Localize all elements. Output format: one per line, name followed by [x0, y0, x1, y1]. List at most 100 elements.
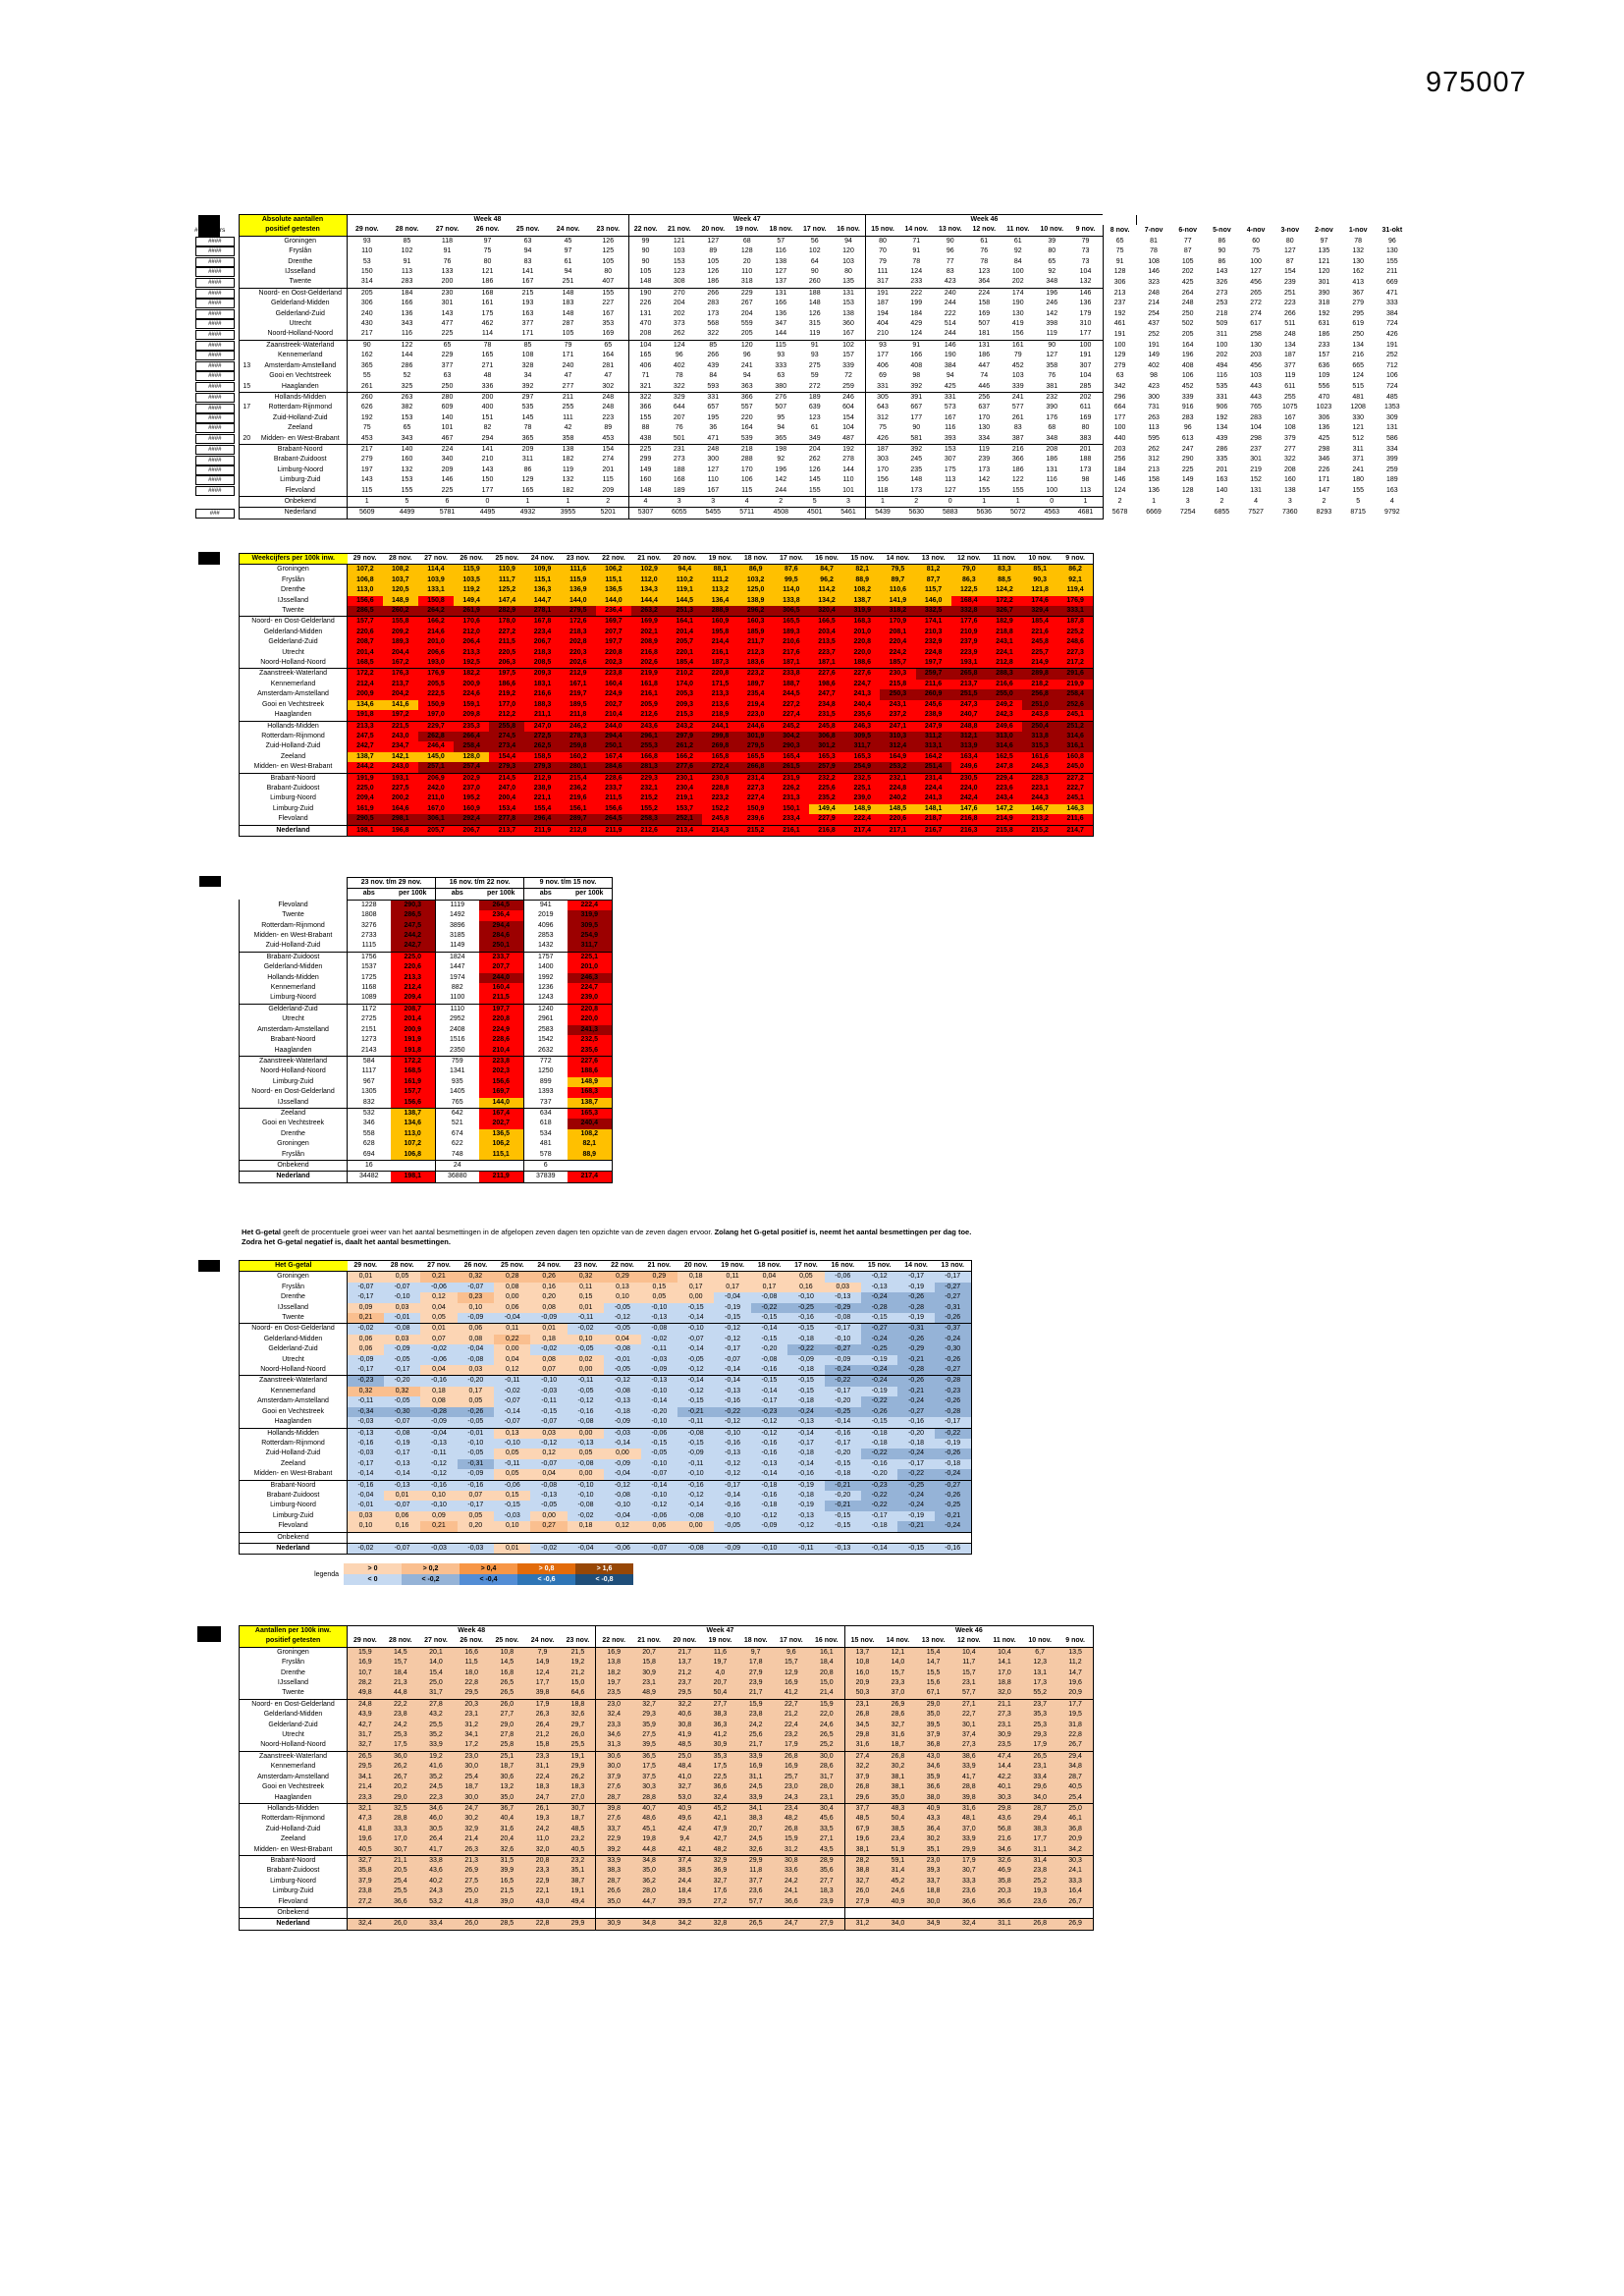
value-cell: 119 [562, 465, 574, 473]
value-cell: 36,6 [915, 1782, 951, 1793]
value-cell: 215,4 [560, 773, 596, 784]
value-cell: 167 [1283, 413, 1296, 421]
value-cell: -0,12 [640, 1501, 678, 1511]
value-cell: 118 [441, 237, 454, 245]
value-cell: -0,16 [420, 1480, 458, 1491]
value-cell: 63 [443, 372, 452, 380]
value-cell: 514 [944, 320, 956, 328]
value-cell: 169 [978, 309, 991, 317]
value-cell: 257,9 [808, 762, 845, 774]
value-cell: 165,5 [773, 616, 809, 628]
value-cell: 243,2 [667, 721, 703, 732]
region-label: Rotterdam-Rijnmond [239, 1438, 348, 1449]
value-cell: 487 [832, 433, 866, 445]
value-cell: 160,2 [560, 751, 596, 763]
region-label: Drenthe [239, 1128, 348, 1140]
value-cell: 81 [1150, 237, 1158, 245]
value-cell: 36,6 [702, 1782, 738, 1793]
value-cell: -0,14 [714, 1365, 751, 1377]
value-cell: 43,5 [808, 1844, 845, 1856]
value-cell: 245,6 [915, 699, 951, 711]
value-cell: 244,2 [347, 762, 383, 774]
value-cell: 202,8 [560, 637, 596, 648]
value-cell: 103,5 [454, 574, 490, 586]
per-100k-value-cell: 188,6 [567, 1066, 613, 1077]
table-row: Gelderland-Midden 0,06 0,03 0,07 0,08 0,22 0,1… [239, 1334, 972, 1345]
value-cell: 45 [564, 237, 572, 245]
value-cell: 80 [844, 268, 852, 276]
value-cell: -0,17 [347, 1458, 384, 1470]
value-cell: 213 [1113, 289, 1126, 297]
value-cell: -0,15 [860, 1313, 898, 1325]
value-cell: 25,0 [417, 1678, 455, 1689]
abs-value-cell: 1228 [360, 901, 377, 908]
value-cell: 205,3 [667, 689, 703, 700]
value-cell: 207 [673, 413, 685, 421]
value-cell: 38,3 [1022, 1824, 1058, 1835]
value-cell: 26,8 [1022, 1918, 1058, 1931]
value-cell: -0,24 [860, 1292, 898, 1303]
value-cell: 39,5 [631, 1740, 668, 1752]
value-cell: 221,6 [1022, 627, 1058, 638]
value-cell: -0,15 [824, 1510, 861, 1522]
abs-value-cell: 899 [539, 1077, 552, 1085]
value-cell: 89,7 [880, 574, 916, 586]
value-cell: 80 [1048, 247, 1056, 255]
value-cell: 220,8 [595, 647, 631, 659]
value-cell: 346 [1318, 456, 1330, 464]
value-cell: 17,0 [986, 1667, 1023, 1679]
value-cell: 0,20 [530, 1292, 568, 1303]
region-label: Twente [239, 606, 348, 618]
value-cell: 114 [467, 329, 508, 341]
table-row: Kennemerland 0,32 0,32 0,18 0,17 -0,02 -0,03 -0… [239, 1386, 972, 1397]
region-label: Fryslân [289, 247, 312, 255]
table-row: #### Zeeland 75 65 101 82 78 42 89 88 76 36 164 94 61 1… [193, 423, 1409, 434]
value-cell: 31,6 [843, 1740, 881, 1752]
value-cell: 25,3 [382, 1730, 418, 1741]
value-cell: 80 [865, 236, 899, 247]
value-cell: 104 [1250, 424, 1262, 432]
region-number: 20 [238, 433, 254, 445]
table-row: Gelderland-Zuid 208,7 189,3 201,0 206,4 211,5… [239, 637, 1094, 648]
value-cell: 42,7 [702, 1834, 738, 1845]
value-cell: 26,7 [1057, 1740, 1094, 1752]
value-cell: 80 [1068, 423, 1104, 434]
value-cell: 23,5 [595, 1688, 631, 1700]
value-cell: 23,0 [773, 1782, 809, 1793]
value-cell: -0,15 [640, 1438, 678, 1449]
value-cell: 10,7 [346, 1667, 383, 1679]
value-cell: 148 [562, 289, 574, 297]
value-cell: 27,3 [986, 1710, 1023, 1721]
value-cell: 144 [842, 465, 854, 473]
value-cell: 215,3 [667, 710, 703, 722]
value-cell: 367 [1352, 289, 1364, 297]
table-row: Limburg-Zuid 161,9 164,6 167,0 160,9 153,4 155… [239, 803, 1094, 815]
value-cell: 611 [1284, 382, 1296, 390]
region-label: Zuid-Holland-Zuid [272, 413, 328, 421]
value-cell: 299,8 [702, 731, 738, 742]
value-cell: 48,3 [880, 1803, 916, 1815]
value-cell: 296,4 [524, 814, 561, 826]
value-cell: 231,3 [773, 793, 809, 804]
value-cell: -0,15 [677, 1438, 715, 1449]
value-cell: 49,8 [346, 1688, 383, 1700]
date-column-header: 14 nov. [880, 553, 916, 566]
value-cell: 240 [944, 289, 956, 297]
value-cell: 384 [944, 361, 956, 369]
value-cell: 119,1 [667, 585, 703, 596]
date-column-header: 17 nov. [773, 553, 809, 566]
value-cell: 20,9 [1057, 1834, 1094, 1845]
value-cell: 15,9 [773, 1834, 809, 1845]
value-cell: 157 [1318, 352, 1330, 359]
value-cell: 165,3 [844, 751, 881, 763]
value-cell: 28,8 [382, 1814, 418, 1825]
value-cell: -0,24 [934, 1521, 972, 1533]
value-cell: -0,20 [897, 1428, 935, 1439]
value-cell: 32,2 [843, 1762, 881, 1773]
value-cell: 0,16 [383, 1521, 421, 1533]
table-row: #### Noord- en Oost-Gelderland 205 184 230 16… [193, 288, 1409, 300]
value-cell: 191 [1386, 341, 1398, 349]
value-cell: 19,8 [631, 1834, 668, 1845]
value-cell: 32,0 [524, 1844, 561, 1856]
value-cell: 23,4 [773, 1803, 809, 1815]
